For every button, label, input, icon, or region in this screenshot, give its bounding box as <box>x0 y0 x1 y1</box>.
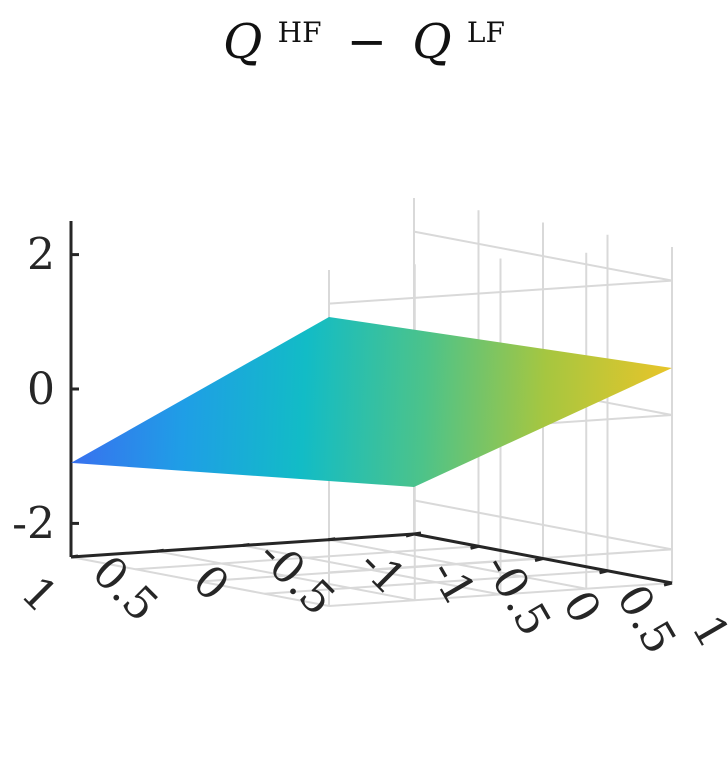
grid-line-floor-y <box>156 550 415 602</box>
z-tick-label: 2 <box>27 230 55 281</box>
grid-line-backwall-right-horizontal <box>328 548 673 574</box>
y-tick <box>328 537 336 542</box>
x-tick-label: -1 <box>420 551 486 614</box>
grid-line-floor-y <box>70 556 330 607</box>
y-tick <box>413 531 422 536</box>
title-base-2: Q <box>412 14 451 70</box>
x-tick <box>470 544 479 550</box>
grid-line-backwall-right-horizontal <box>328 279 673 305</box>
x-tick <box>599 569 608 575</box>
surface-plane <box>71 317 672 487</box>
title-base-1: Q <box>223 14 262 70</box>
z-tick-label: -2 <box>12 498 55 549</box>
title-operator: − <box>347 14 387 70</box>
title-superscript-2: LF <box>467 16 505 49</box>
y-tick-label: -1 <box>349 539 415 605</box>
x-tick-label: 0.5 <box>606 576 685 662</box>
grid-line-backwall-left-horizontal <box>413 230 673 282</box>
x-tick <box>663 581 673 587</box>
x-tick-label: 1 <box>681 607 728 657</box>
grid-line-backwall-left-horizontal <box>413 499 673 551</box>
surface-group <box>71 317 672 487</box>
y-tick-label: 0.5 <box>82 546 168 632</box>
y-tick-label: 1 <box>11 567 67 623</box>
x-tick <box>534 557 544 562</box>
y-tick <box>156 548 164 553</box>
title-superscript-1: HF <box>278 16 322 49</box>
y-tick <box>70 554 79 559</box>
x-tick <box>405 532 415 538</box>
y-tick <box>242 543 250 547</box>
z-tick-label: 0 <box>27 364 55 415</box>
chart-title: Q HF − Q LF <box>223 0 505 70</box>
